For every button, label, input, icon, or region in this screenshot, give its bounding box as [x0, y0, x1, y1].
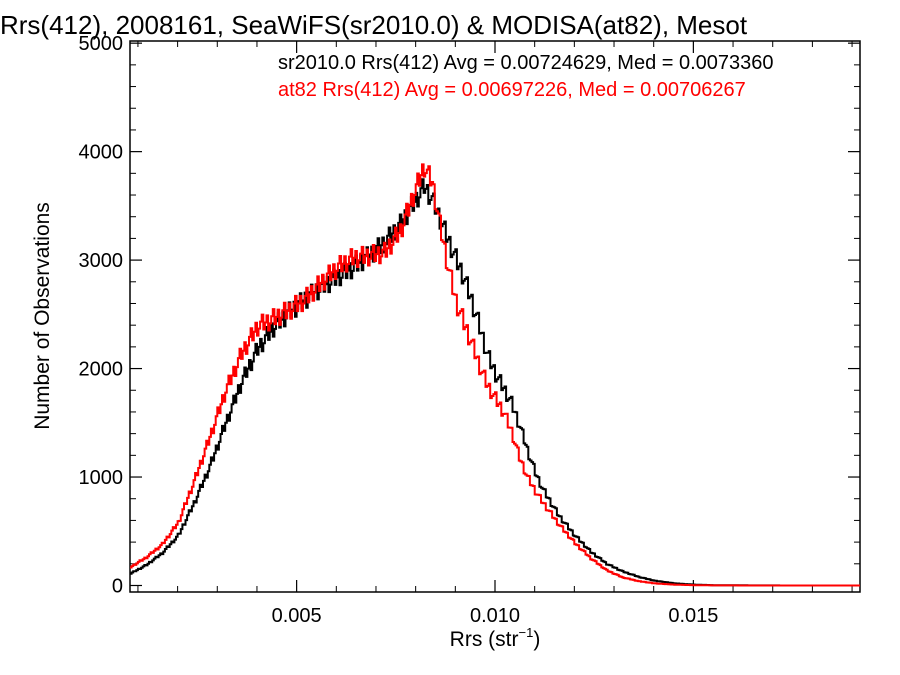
chart-title: Rrs(412), 2008161, SeaWiFS(sr2010.0) & M…: [0, 10, 748, 40]
plot-frame: [129, 40, 861, 593]
x-axis-label-main: Rrs (str: [450, 628, 519, 651]
series-group: [130, 163, 860, 587]
series-at82-line: [130, 163, 860, 587]
x-axis-label-superscript: −1: [519, 625, 534, 640]
y-tick-label: 0: [112, 575, 123, 597]
legend-sr2010: sr2010.0 Rrs(412) Avg = 0.00724629, Med …: [278, 52, 774, 74]
series-sr2010-line: [130, 178, 860, 587]
y-tick-label: 1000: [79, 467, 124, 489]
y-tick-label: 2000: [79, 359, 124, 381]
x-axis-label-close: ): [533, 628, 540, 651]
y-tick-label: 4000: [79, 142, 124, 164]
y-axis-label: Number of Observations: [31, 202, 54, 430]
x-tick-label: 0.010: [470, 605, 520, 627]
axis-ticks: 0.005 0.010 0.015 0 1000 2000 3000 4000 5000: [79, 33, 860, 627]
x-axis-label: Rrs (str−1): [450, 625, 541, 651]
legend-at82: at82 Rrs(412) Avg = 0.00697226, Med = 0.…: [278, 79, 746, 101]
x-tick-label: 0.015: [668, 605, 718, 627]
y-tick-label: 5000: [79, 33, 124, 55]
x-tick-label: 0.005: [272, 605, 322, 627]
y-tick-label: 3000: [79, 250, 124, 272]
